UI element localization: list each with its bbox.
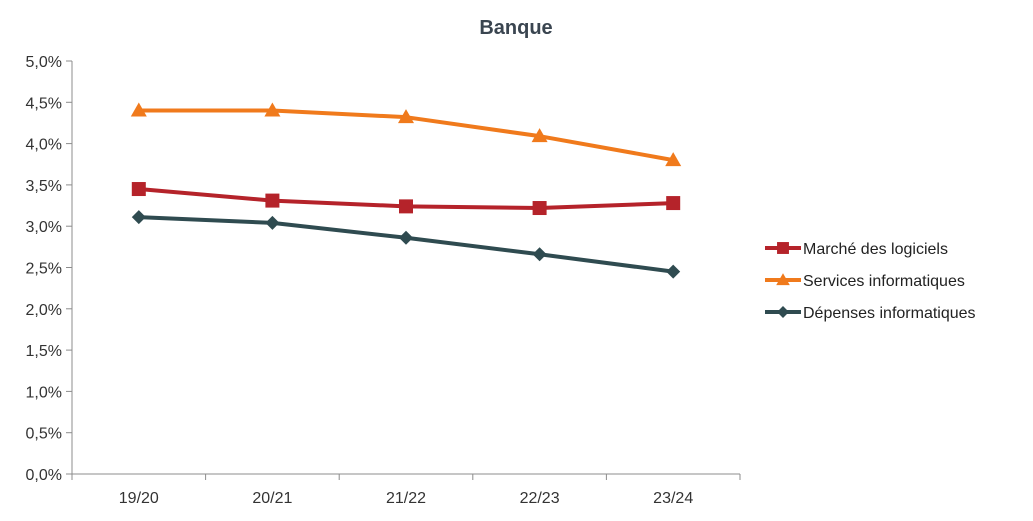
data-point: [666, 196, 681, 211]
data-point: [399, 199, 413, 214]
x-tick-label: 23/24: [653, 490, 693, 507]
data-point: [532, 201, 547, 216]
legend-label: Marché des logiciels: [803, 241, 948, 258]
series-layer: [130, 102, 682, 279]
y-tick-label: 2,5%: [26, 261, 62, 278]
legend-item: Dépenses informatiques: [765, 305, 976, 322]
y-tick-label: 2,0%: [26, 302, 62, 319]
x-tick-label: 19/20: [119, 490, 159, 507]
data-point: [532, 247, 547, 262]
data-point: [130, 102, 147, 117]
series-1: [131, 182, 681, 216]
data-point: [265, 215, 280, 230]
data-point: [264, 102, 281, 117]
legend-item: Services informatiques: [765, 273, 965, 290]
x-tick-label: 20/21: [252, 490, 292, 507]
y-tick-label: 1,5%: [26, 343, 62, 360]
x-axis: 19/20 20/21 21/22 22/23 23/24: [71, 473, 741, 507]
data-point: [399, 230, 413, 245]
y-tick-label: 5,0%: [26, 54, 62, 71]
series-2: [130, 102, 682, 167]
data-point: [666, 264, 681, 279]
y-tick-label: 4,5%: [26, 95, 62, 112]
y-tick-label: 0,5%: [26, 426, 62, 443]
data-point: [131, 182, 146, 197]
chart-title: Banque: [479, 17, 552, 39]
series-3: [131, 210, 681, 279]
legend-label: Dépenses informatiques: [803, 305, 976, 322]
y-tick-label: 4,0%: [26, 137, 62, 154]
legend-marker: [777, 242, 789, 254]
data-point: [265, 193, 280, 208]
x-tick-label: 22/23: [520, 490, 560, 507]
legend-label: Services informatiques: [803, 273, 965, 290]
data-point: [531, 128, 548, 143]
y-axis: 0,0% 0,5% 1,0% 1,5% 2,0% 2,5% 3,0% 3,5% 4,0% 4,5%…: [26, 54, 73, 484]
y-tick-label: 3,0%: [26, 219, 62, 236]
legend: Marché des logiciels Services informatiqu…: [765, 241, 976, 322]
x-tick-label: 21/22: [386, 490, 426, 507]
y-tick-label: 3,5%: [26, 178, 62, 195]
data-point: [131, 210, 146, 225]
legend-marker: [777, 306, 789, 318]
legend-item: Marché des logiciels: [765, 241, 948, 258]
data-point: [398, 109, 414, 124]
data-point: [665, 152, 682, 167]
y-tick-label: 1,0%: [26, 384, 62, 401]
legend-marker: [776, 273, 790, 286]
y-tick-label: 0,0%: [26, 467, 62, 484]
